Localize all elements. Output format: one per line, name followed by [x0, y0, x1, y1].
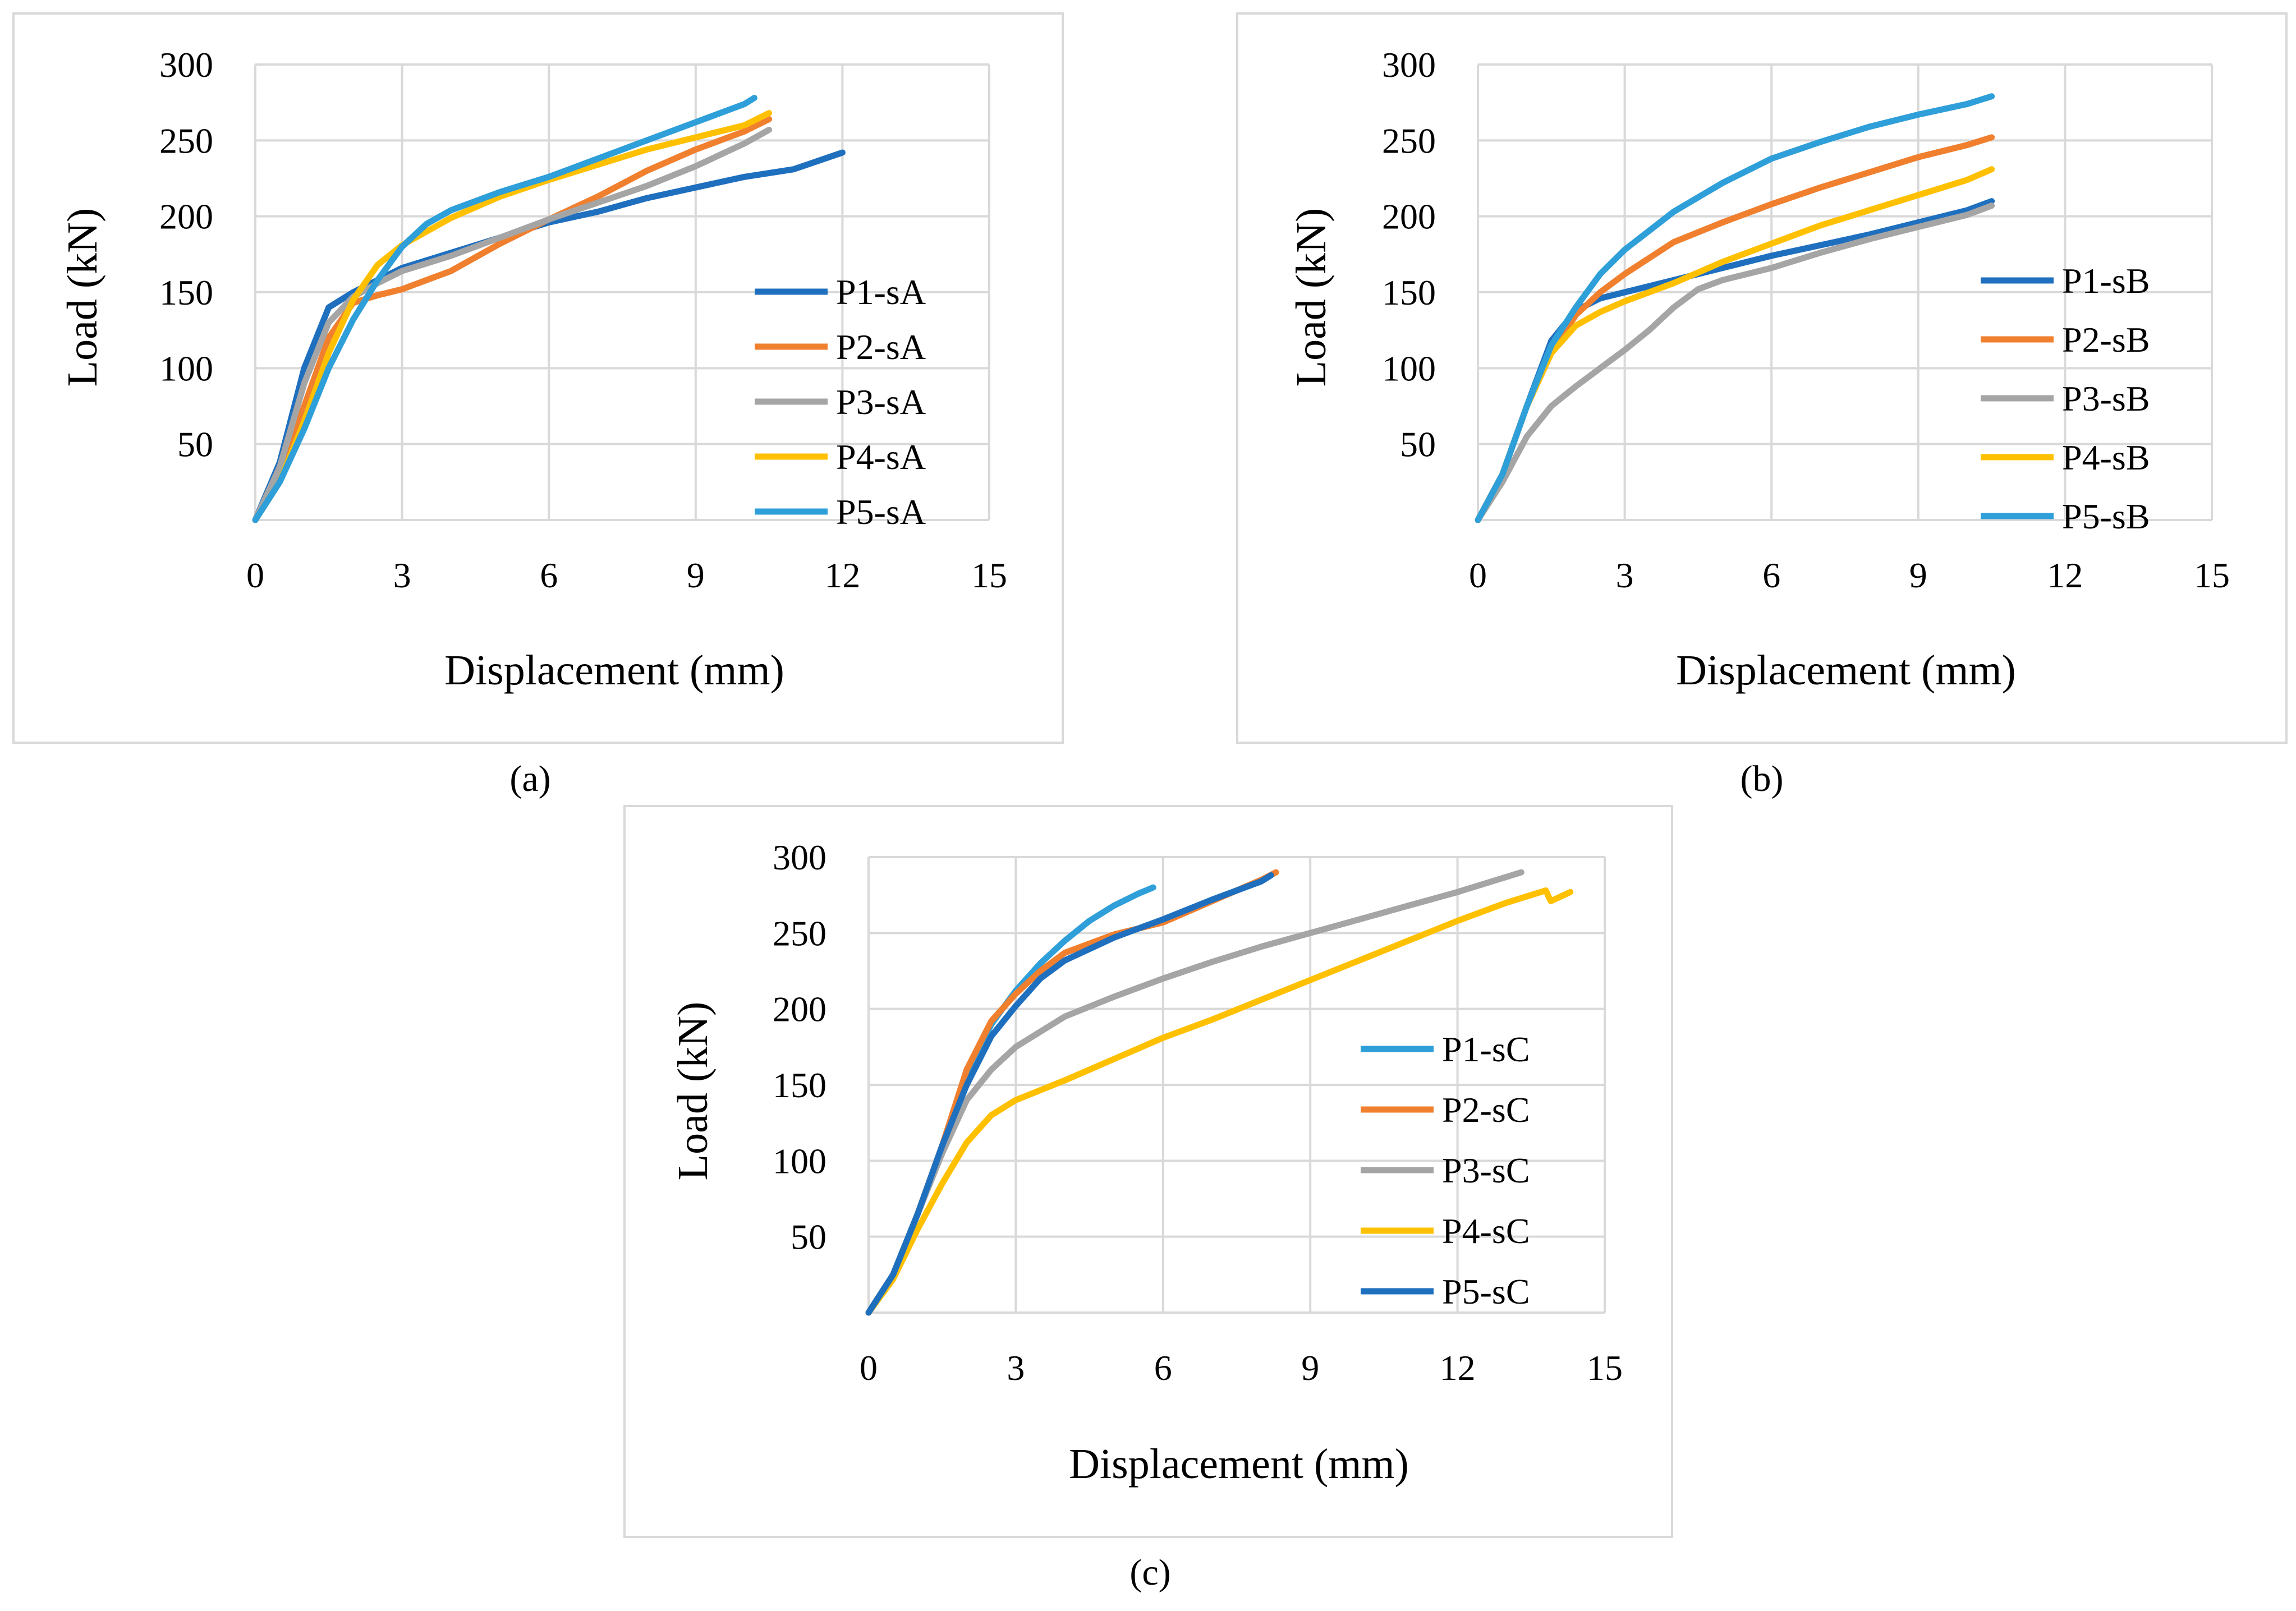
series-line-p5-sa: [252, 95, 757, 523]
x-tick-label: 6: [1762, 555, 1780, 595]
x-axis-title: Displacement (mm): [1069, 1440, 1409, 1488]
caption-a: (a): [509, 758, 550, 799]
y-tick-label: 50: [1400, 425, 1436, 464]
x-tick-label: 6: [1154, 1348, 1172, 1388]
y-axis-title: Load (kN): [59, 208, 106, 387]
legend-label: P3-sA: [836, 382, 926, 422]
legend-label: P4-sB: [2062, 438, 2150, 477]
y-tick-label: 250: [1382, 121, 1436, 160]
legend-label: P5-sA: [836, 492, 926, 532]
y-tick-label: 200: [159, 197, 213, 237]
legend-label: P1-sC: [1442, 1029, 1530, 1069]
x-tick-label: 12: [2047, 555, 2083, 595]
legend-label: P5-sB: [2062, 496, 2150, 536]
x-tick-label: 3: [1616, 555, 1634, 595]
tick-labels: 0 3 6 9 12 15 50 100 150 200 250 300: [159, 45, 1007, 595]
y-tick-label: 100: [159, 348, 213, 388]
x-tick-label: 9: [1301, 1348, 1319, 1388]
chart-frame: [12, 12, 1064, 744]
y-tick-label: 300: [773, 837, 826, 877]
y-tick-label: 300: [159, 45, 213, 85]
tick-labels: 0 3 6 9 12 15 50 100 150 200 250 300: [1382, 45, 2230, 595]
legend-label: P2-sA: [836, 327, 926, 367]
x-tick-label: 0: [860, 1348, 878, 1388]
chart-frame: [1236, 12, 2288, 744]
legend-label: P4-sC: [1442, 1211, 1530, 1251]
y-tick-label: 150: [159, 273, 213, 312]
gridlines: [867, 856, 1606, 1314]
legend-label: P3-sB: [2062, 379, 2150, 418]
legend-label: P3-sC: [1442, 1150, 1530, 1190]
x-tick-label: 9: [687, 555, 705, 595]
x-tick-label: 3: [393, 555, 411, 595]
x-tick-label: 0: [1469, 555, 1487, 595]
series-line-p4-sa: [252, 110, 773, 523]
y-tick-label: 300: [1382, 45, 1436, 85]
x-tick-label: 15: [2194, 555, 2230, 595]
x-axis-title: Displacement (mm): [1676, 647, 2016, 694]
tick-labels: 0 3 6 9 12 15 50 100 150 200 250 300: [773, 837, 1623, 1388]
x-tick-label: 15: [1587, 1348, 1623, 1388]
y-tick-label: 150: [773, 1065, 826, 1105]
y-tick-label: 100: [773, 1141, 826, 1181]
y-tick-label: 250: [773, 913, 826, 953]
legend-label: P1-sB: [2062, 261, 2150, 301]
x-tick-label: 12: [824, 555, 860, 595]
y-tick-label: 250: [159, 121, 213, 160]
series-line-p4-sc: [865, 887, 1574, 1316]
y-axis-title: Load (kN): [669, 1002, 717, 1181]
legend-label: P2-sB: [2062, 320, 2150, 360]
y-tick-label: 150: [1382, 273, 1436, 312]
series-lines: [865, 869, 1574, 1316]
series-line-p5-sc: [865, 872, 1274, 1316]
y-tick-label: 200: [1382, 197, 1436, 237]
legend-label: P1-sA: [836, 272, 926, 312]
chart-panel-b: 0 3 6 9 12 15 50 100 150 200 250 300 Displacement (…: [1236, 12, 2288, 744]
legend-label: P2-sC: [1442, 1090, 1530, 1130]
caption-b: (b): [1741, 758, 1784, 799]
series-line-p5-sb: [1475, 93, 1995, 523]
x-tick-label: 3: [1007, 1348, 1025, 1388]
y-tick-label: 50: [791, 1217, 826, 1257]
y-tick-label: 200: [773, 989, 826, 1029]
series-lines: [252, 95, 846, 523]
x-tick-label: 6: [540, 555, 558, 595]
chart-panel-a: 0 3 6 9 12 15 50 100 150 200 250 300 Displacement (…: [12, 12, 1064, 744]
x-axis-title: Displacement (mm): [444, 647, 784, 694]
legend: P1-sA P2-sA P3-sA P4-sA P5-sA: [755, 272, 926, 532]
chart-panel-c: 0 3 6 9 12 15 50 100 150 200 250 300 Displacement (…: [623, 805, 1673, 1538]
series-line-p3-sa: [252, 126, 773, 523]
series-lines: [1475, 93, 1995, 523]
y-axis-title: Load (kN): [1288, 208, 1335, 387]
legend: P1-sB P2-sB P3-sB P4-sB P5-sB: [1981, 261, 2150, 536]
legend-label: P5-sC: [1442, 1272, 1530, 1311]
caption-c: (c): [1129, 1552, 1170, 1593]
legend-label: P4-sA: [836, 437, 926, 477]
x-tick-label: 0: [246, 555, 264, 595]
legend: P1-sC P2-sC P3-sC P4-sC P5-sC: [1361, 1029, 1530, 1311]
x-tick-label: 12: [1440, 1348, 1476, 1388]
x-tick-label: 9: [1909, 555, 1927, 595]
y-tick-label: 100: [1382, 348, 1436, 388]
y-tick-label: 50: [177, 425, 213, 464]
series-line-p2-sa: [252, 116, 773, 523]
x-tick-label: 15: [971, 555, 1007, 595]
series-line-p3-sb: [1475, 202, 1995, 523]
